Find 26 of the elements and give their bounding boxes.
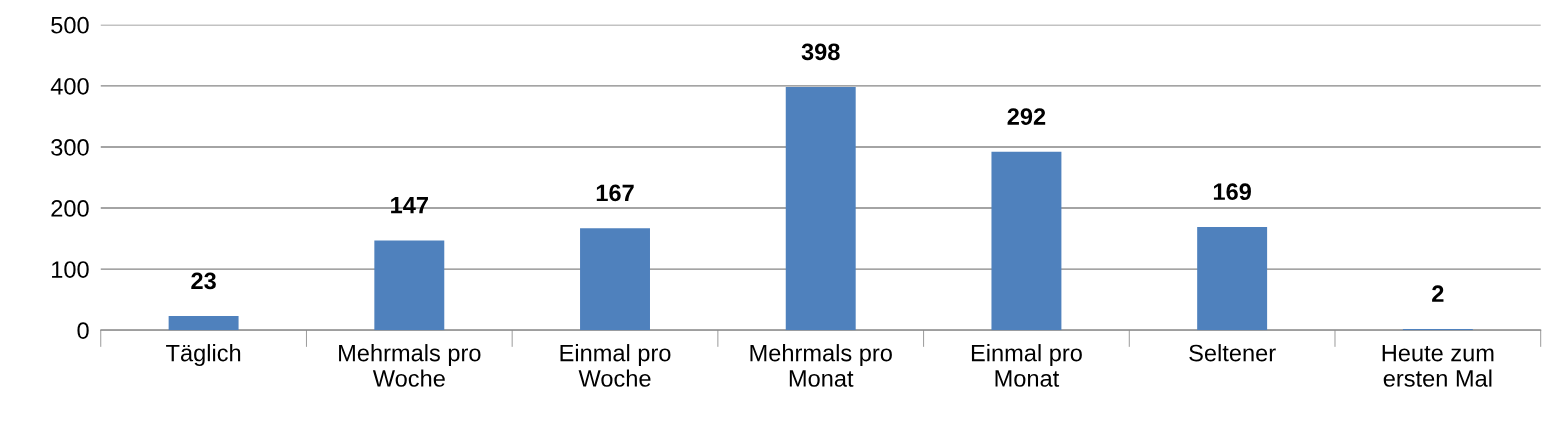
bar [991,151,1062,331]
y-tick-label: 100 [52,261,89,278]
data-label: 398 [801,43,840,61]
x-tick-label: Mehrmals pro Woche [339,344,481,387]
x-tick-label: Einmal pro Monat [971,344,1082,387]
data-label: 167 [596,184,634,202]
bar [374,240,445,331]
bar [1197,226,1268,331]
y-tick-label: 500 [51,16,89,34]
bar [785,87,856,331]
bar [580,228,650,331]
data-label: 2 [1432,285,1444,302]
bar [168,316,239,331]
x-tick-label: Täglich [166,344,241,367]
data-label: 169 [1213,183,1251,201]
data-label: 147 [391,197,428,214]
x-tick-label: Mehrmals pro Monat [750,344,892,387]
x-tick-label: Einmal pro Woche [560,344,671,387]
x-tick-label: Seltener [1189,344,1276,362]
y-tick-label: 300 [51,139,89,156]
y-tick-label: 0 [77,322,89,339]
data-label: 292 [1007,108,1046,125]
y-tick-label: 200 [51,200,89,217]
x-tick-label: Heute zum ersten Mal [1382,344,1494,387]
data-label: 23 [191,272,216,290]
y-tick-label: 400 [50,77,89,95]
